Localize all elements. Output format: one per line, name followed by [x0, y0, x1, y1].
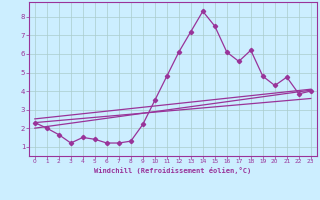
X-axis label: Windchill (Refroidissement éolien,°C): Windchill (Refroidissement éolien,°C)	[94, 167, 252, 174]
